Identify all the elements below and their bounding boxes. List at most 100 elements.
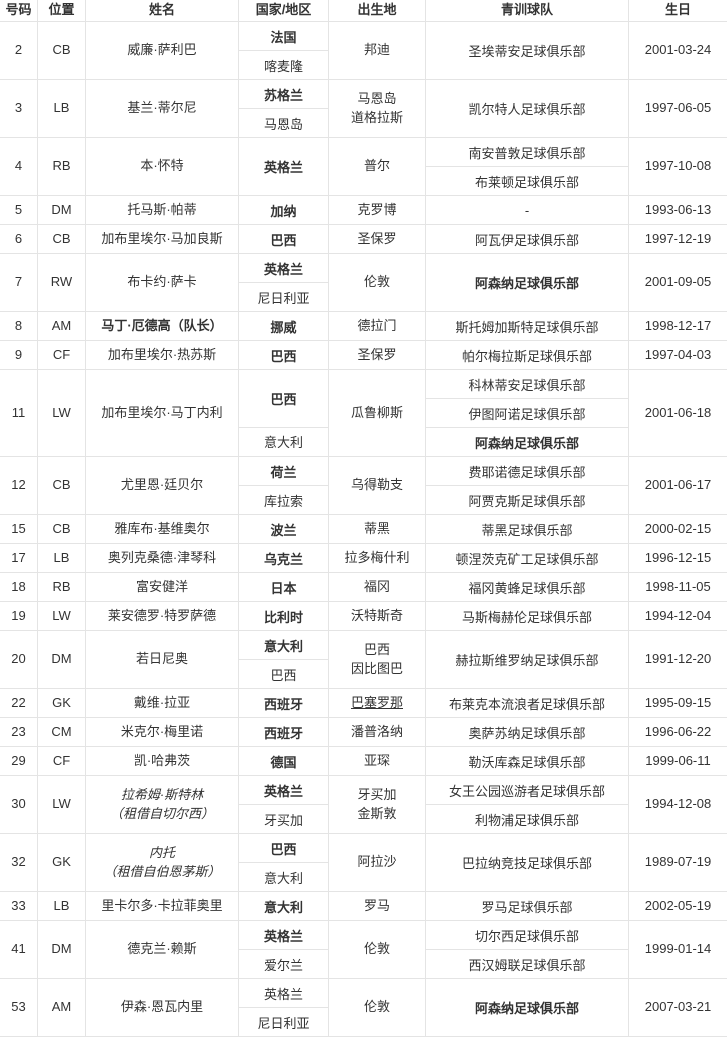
youth-clubs-cell: 巴拉纳竞技足球俱乐部	[425, 834, 628, 891]
table-row: 15 CB 雅库布·基维奥尔 波兰 蒂黑 蒂黑足球俱乐部 2000-02-15	[0, 515, 727, 544]
birthplace: 德拉门	[328, 312, 425, 340]
player-position: DM	[37, 196, 85, 224]
player-position: LB	[37, 80, 85, 137]
player-name: 托马斯·帕蒂	[85, 196, 238, 224]
birthplace: 乌得勒支	[328, 457, 425, 514]
table-row: 4 RB 本·怀特 英格兰 普尔 南安普敦足球俱乐部 布莱顿足球俱乐部 1997-10-08	[0, 138, 727, 196]
birthday: 1989-07-19	[628, 834, 727, 891]
player-position: CF	[37, 341, 85, 369]
player-position: LW	[37, 370, 85, 456]
nationality-item: 牙买加	[239, 804, 328, 833]
table-body: 2 CB 威廉·萨利巴 法国 喀麦隆 邦迪 圣埃蒂安足球俱乐部 2001-03-24 3 LB 基兰…	[0, 22, 727, 1037]
nationality-cell: 巴西 意大利	[238, 834, 328, 891]
nationality-cell: 英格兰 尼日利亚	[238, 979, 328, 1036]
player-name: 基兰·蒂尔尼	[85, 80, 238, 137]
player-position: CB	[37, 515, 85, 543]
birthplace: 马恩岛 道格拉斯	[328, 80, 425, 137]
player-number: 11	[11, 404, 26, 420]
player-number: 7	[14, 274, 23, 290]
header-position: 位置	[37, 0, 85, 21]
player-position: LW	[37, 776, 85, 833]
table-row: 11 LW 加布里埃尔·马丁内利 巴西 意大利 瓜鲁柳斯 科林蒂安足球俱乐部 伊图阿诺足球俱乐…	[0, 370, 727, 457]
player-number: 2	[14, 42, 23, 58]
player-number: 29	[11, 752, 26, 768]
player-number: 22	[11, 694, 26, 710]
youth-club-item: 阿森纳足球俱乐部	[474, 1001, 579, 1016]
player-name: 里卡尔多·卡拉菲奥里	[85, 892, 238, 920]
player-name: 米克尔·梅里诺	[85, 718, 238, 746]
youth-club-item: 凯尔特人足球俱乐部	[468, 102, 586, 117]
player-name: 富安健洋	[85, 573, 238, 601]
youth-clubs-cell: 蒂黑足球俱乐部	[425, 515, 628, 543]
youth-club-item: 马斯梅赫伦足球俱乐部	[461, 609, 592, 625]
nationality-item: 德国	[270, 754, 297, 770]
birthday: 1998-12-17	[628, 312, 727, 340]
table-row: 32 GK 内托 （租借自伯恩茅斯） 巴西 意大利 阿拉沙 巴拉纳竞技足球俱乐部 1989-0…	[0, 834, 727, 892]
player-name: 莱安德罗·特罗萨德	[85, 602, 238, 630]
birthday: 1997-06-05	[628, 80, 727, 137]
youth-club-item: 伊图阿诺足球俱乐部	[426, 398, 628, 427]
player-name: 尤里恩·廷贝尔	[85, 457, 238, 514]
youth-club-item: 南安普敦足球俱乐部	[468, 145, 586, 161]
nationality-item: 意大利	[239, 426, 328, 456]
nationality-item: 爱尔兰	[239, 949, 328, 978]
table-row: 7 RW 布卡约·萨卡 英格兰 尼日利亚 伦敦 阿森纳足球俱乐部 2001-09-05	[0, 254, 727, 312]
birthday: 1999-01-14	[628, 921, 727, 978]
youth-clubs-cell: 奥萨苏纳足球俱乐部	[425, 718, 628, 746]
youth-clubs-cell: 切尔西足球俱乐部 西汉姆联足球俱乐部	[425, 921, 628, 978]
nationality-cell: 意大利 巴西	[238, 631, 328, 688]
player-number: 41	[11, 941, 26, 957]
nationality-item: 挪威	[270, 319, 297, 335]
youth-club-item: 巴拉纳竞技足球俱乐部	[461, 856, 592, 871]
birthplace: 福冈	[328, 573, 425, 601]
birthplace: 牙买加 金斯敦	[328, 776, 425, 833]
table-header: 号码 位置 姓名 国家/地区 出生地 青训球队 生日	[0, 0, 727, 22]
youth-club-item: 西汉姆联足球俱乐部	[426, 949, 628, 978]
nationality-item: 英格兰	[263, 783, 303, 799]
nationality-cell: 巴西 意大利	[238, 370, 328, 456]
player-number: 18	[11, 578, 26, 594]
header-name: 姓名	[85, 0, 238, 21]
birthday: 1994-12-08	[628, 776, 727, 833]
youth-clubs-cell: 凯尔特人足球俱乐部	[425, 80, 628, 137]
youth-clubs-cell: 布莱克本流浪者足球俱乐部	[425, 689, 628, 717]
table-row: 2 CB 威廉·萨利巴 法国 喀麦隆 邦迪 圣埃蒂安足球俱乐部 2001-03-24	[0, 22, 727, 80]
player-number: 33	[11, 897, 26, 913]
birthplace: 沃特斯奇	[328, 602, 425, 630]
nationality-cell: 荷兰 库拉索	[238, 457, 328, 514]
nationality-cell: 巴西	[238, 341, 328, 369]
nationality-cell: 挪威	[238, 312, 328, 340]
youth-clubs-cell: 勒沃库森足球俱乐部	[425, 747, 628, 775]
birthday: 1996-12-15	[628, 544, 727, 572]
youth-club-item: 科林蒂安足球俱乐部	[468, 377, 586, 393]
table-row: 53 AM 伊森·恩瓦内里 英格兰 尼日利亚 伦敦 阿森纳足球俱乐部 2007-03-21	[0, 979, 727, 1037]
player-name: 内托 （租借自伯恩茅斯）	[85, 834, 238, 891]
youth-clubs-cell: 费耶诺德足球俱乐部 阿贾克斯足球俱乐部	[425, 457, 628, 514]
table-row: 23 CM 米克尔·梅里诺 西班牙 潘普洛纳 奥萨苏纳足球俱乐部 1996-06-22	[0, 718, 727, 747]
player-position: CF	[37, 747, 85, 775]
youth-clubs-cell: -	[425, 196, 628, 224]
table-row: 33 LB 里卡尔多·卡拉菲奥里 意大利 罗马 罗马足球俱乐部 2002-05-19	[0, 892, 727, 921]
player-name: 若日尼奥	[85, 631, 238, 688]
nationality-item: 英格兰	[263, 261, 303, 277]
nationality-cell: 波兰	[238, 515, 328, 543]
nationality-item: 巴西	[270, 841, 297, 857]
nationality-item: 意大利	[263, 638, 303, 654]
youth-clubs-cell: 赫拉斯维罗纳足球俱乐部	[425, 631, 628, 688]
birthplace-link[interactable]: 巴塞罗那	[328, 689, 425, 717]
nationality-item: 西班牙	[263, 725, 303, 741]
player-number: 20	[11, 651, 26, 667]
birthplace: 蒂黑	[328, 515, 425, 543]
table-row: 3 LB 基兰·蒂尔尼 苏格兰 马恩岛 马恩岛 道格拉斯 凯尔特人足球俱乐部 1997-06-…	[0, 80, 727, 138]
header-birthday: 生日	[628, 0, 727, 21]
player-position: LB	[37, 892, 85, 920]
table-row: 20 DM 若日尼奥 意大利 巴西 巴西 因比图巴 赫拉斯维罗纳足球俱乐部 1991-12-2…	[0, 631, 727, 689]
player-number: 19	[11, 607, 26, 623]
youth-clubs-cell: 顿涅茨克矿工足球俱乐部	[425, 544, 628, 572]
youth-clubs-cell: 罗马足球俱乐部	[425, 892, 628, 920]
player-name: 加布里埃尔·马加良斯	[85, 225, 238, 253]
youth-clubs-cell: 女王公园巡游者足球俱乐部 利物浦足球俱乐部	[425, 776, 628, 833]
youth-club-item: 勒沃库森足球俱乐部	[468, 754, 586, 770]
table-row: 29 CF 凯·哈弗茨 德国 亚琛 勒沃库森足球俱乐部 1999-06-11	[0, 747, 727, 776]
nationality-item: 喀麦隆	[239, 50, 328, 79]
